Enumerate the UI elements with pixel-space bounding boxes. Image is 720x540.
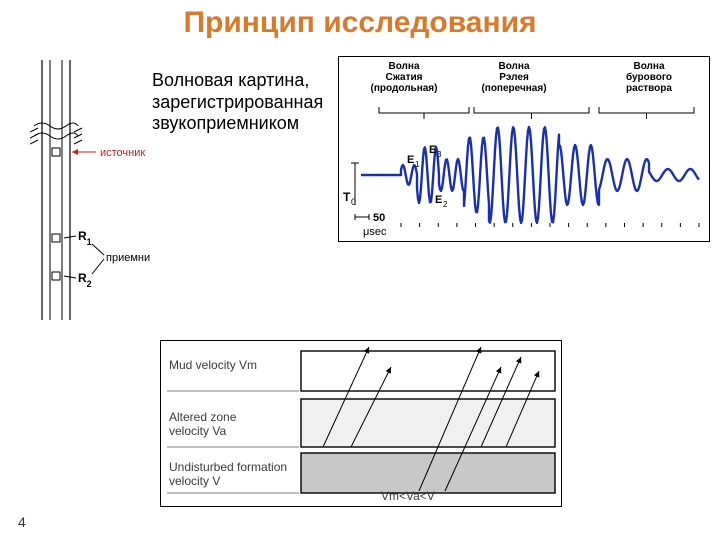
svg-text:1: 1 (415, 160, 420, 169)
E3-label: E (429, 144, 436, 156)
r2-label: R2 (78, 271, 92, 289)
title-text: Принцип исследования (183, 6, 536, 39)
formation-bottom-text: Vm<Va<V (381, 489, 435, 503)
tool-svg: источник R1 R2 приемники (30, 60, 150, 320)
formation-row-label-0: Mud velocity Vm (169, 358, 257, 372)
E2-label: E (435, 194, 442, 206)
source-label: источник (100, 147, 145, 159)
svg-text:3: 3 (437, 150, 442, 159)
subtitle-block: Волновая картина, зарегистрированная зву… (152, 70, 323, 135)
subtitle-l1: Волновая картина, (152, 70, 309, 90)
formation-diagram: Mud velocity Vm Altered zonevelocity Va Un… (160, 340, 562, 507)
formation-svg: Mud velocity Vm Altered zonevelocity Va Un… (161, 341, 561, 506)
subtitle-l3: звукоприемником (152, 113, 299, 133)
T0-label: T (343, 190, 351, 204)
r1-label: R1 (78, 229, 92, 247)
subtitle-l2: зарегистрированная (152, 92, 323, 112)
formation-row-label-2: Undisturbed formationvelocity V (169, 460, 287, 488)
waveform-box: T0E1E2E350μsec ВолнаСжатия(продольная)Во… (338, 56, 710, 242)
page-number: 4 (18, 514, 26, 530)
tick-50: 50 (373, 212, 385, 224)
formation-row-label-1: Altered zonevelocity Va (169, 410, 237, 438)
receivers-label: приемники (106, 252, 150, 264)
page-title: Принцип исследования (0, 6, 720, 40)
svg-text:2: 2 (443, 200, 448, 209)
svg-text:0: 0 (351, 197, 356, 207)
E1-label: E (407, 154, 414, 166)
tick-unit: μsec (363, 226, 387, 238)
tool-diagram: источник R1 R2 приемники (30, 60, 150, 320)
wave-header-1: ВолнаРэлея(поперечная) (459, 61, 569, 94)
wave-header-2: Волнабуровогораствора (599, 61, 699, 94)
wave-header-0: ВолнаСжатия(продольная) (349, 61, 459, 94)
